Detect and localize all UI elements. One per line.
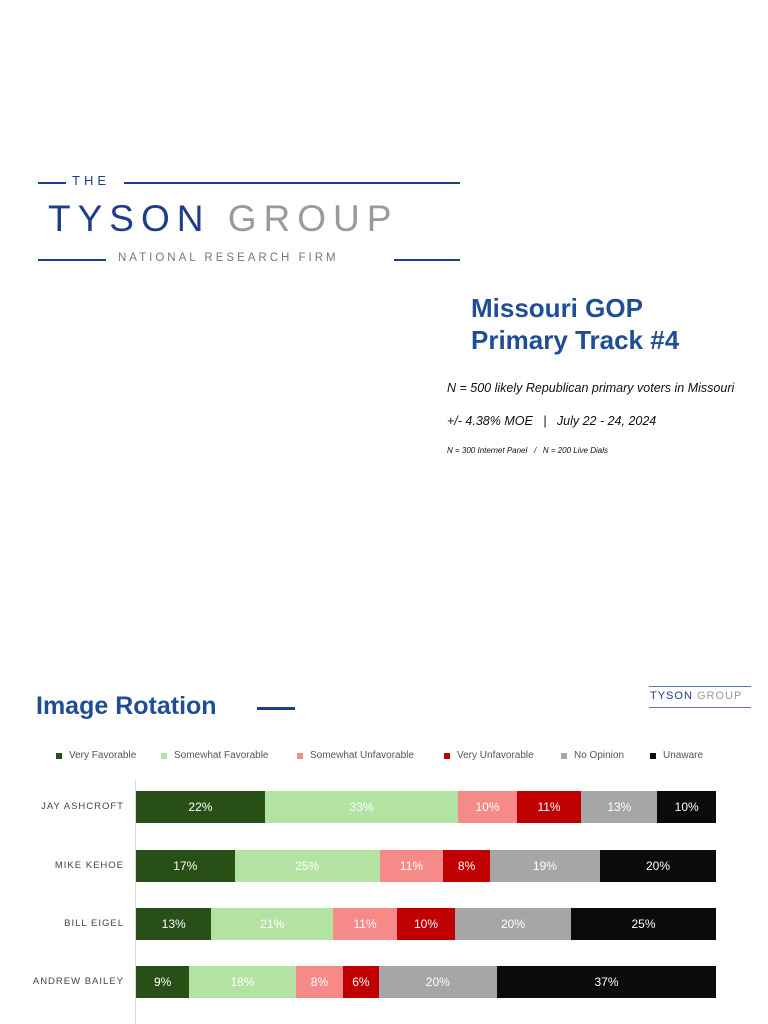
- bar-segment-somewhat-favorable: 18%: [189, 966, 296, 998]
- category-label: BILL EIGEL: [64, 918, 124, 929]
- legend-label: Unaware: [663, 750, 704, 761]
- small-logo-name-tyson: TYSON: [650, 690, 693, 702]
- bar-segment-somewhat-favorable: 21%: [211, 908, 334, 940]
- bar-segment-very-unfavorable: 6%: [343, 966, 379, 998]
- slide-title: Image Rotation: [36, 692, 217, 720]
- bar-segment-somewhat-favorable: 25%: [234, 850, 380, 882]
- legend-swatch: [56, 752, 62, 759]
- legend-label: Very Favorable: [69, 750, 137, 761]
- legend-item-somewhat-unfavorable: Somewhat Unfavorable: [297, 750, 414, 761]
- legend-item-very-favorable: Very Favorable: [56, 750, 136, 761]
- logo-rule-bottom-right: [394, 259, 460, 261]
- logo-rule-bottom-left: [38, 259, 106, 261]
- legend-label: No Opinion: [574, 750, 625, 761]
- bar-segment-no-opinion: 20%: [378, 966, 497, 998]
- legend-item-unaware: Unaware: [650, 750, 703, 761]
- bar-segment-unaware: 37%: [497, 966, 716, 998]
- title-accent-rule: [257, 707, 295, 710]
- logo-wordmark: TYSON GROUP: [48, 198, 398, 240]
- legend-swatch: [444, 752, 450, 759]
- bar-segment-unaware: 25%: [571, 908, 716, 940]
- logo-name-tyson: TYSON: [48, 198, 211, 239]
- cover-sample: N = 500 likely Republican primary voters…: [447, 381, 735, 395]
- bar-segment-very-unfavorable: 11%: [516, 791, 582, 823]
- small-logo-rule-top: [649, 686, 751, 687]
- logo-name-group: GROUP: [227, 198, 399, 239]
- bar-segment-very-favorable: 22%: [136, 791, 265, 823]
- legend-label: Very Unfavorable: [457, 750, 534, 761]
- small-logo-rule-bottom: [649, 707, 751, 708]
- legend-swatch: [650, 752, 656, 759]
- bar-segment-somewhat-unfavorable: 8%: [295, 966, 344, 998]
- cover-title-line1: Missouri GOP: [471, 293, 643, 323]
- bar-segment-unaware: 20%: [600, 850, 716, 882]
- cover-modes: N = 300 Internet Panel / N = 200 Live Di…: [447, 446, 608, 455]
- legend-item-somewhat-favorable: Somewhat Favorable: [161, 750, 269, 761]
- bar-segment-very-favorable: 9%: [136, 966, 190, 998]
- logo-rule-top-right: [124, 182, 460, 184]
- legend-label: Somewhat Unfavorable: [310, 750, 414, 761]
- tyson-group-logo: THE TYSON GROUP NATIONAL RESEARCH FIRM: [38, 170, 460, 270]
- bar-segment-very-unfavorable: 10%: [397, 908, 455, 940]
- legend-swatch: [561, 752, 567, 759]
- bar-segment-very-favorable: 17%: [136, 850, 235, 882]
- bar-segment-very-favorable: 13%: [136, 908, 212, 940]
- legend-swatch: [161, 752, 167, 759]
- bar-segment-somewhat-unfavorable: 10%: [458, 791, 517, 823]
- bar-segment-somewhat-unfavorable: 11%: [379, 850, 444, 882]
- bar-segment-no-opinion: 20%: [455, 908, 571, 940]
- stacked-bar-chart: JAY ASHCROFT 22% 33% 10% 11% 13% 10% MIKE KEHOE…: [0, 780, 768, 1024]
- chart-axis-line: [135, 780, 136, 1024]
- legend-label: Somewhat Favorable: [174, 750, 269, 761]
- bar-segment-somewhat-favorable: 33%: [264, 791, 459, 823]
- tyson-group-logo-small: TYSON GROUP: [647, 684, 753, 710]
- category-label: JAY ASHCROFT: [41, 801, 124, 812]
- bar-segment-no-opinion: 19%: [489, 850, 600, 882]
- cover-title-line2: Primary Track #4: [471, 325, 680, 355]
- category-label: MIKE KEHOE: [54, 860, 124, 871]
- logo-the: THE: [72, 173, 110, 188]
- logo-subtitle: NATIONAL RESEARCH FIRM: [118, 252, 339, 264]
- legend-item-very-unfavorable: Very Unfavorable: [444, 750, 534, 761]
- bar-segment-somewhat-unfavorable: 11%: [333, 908, 397, 940]
- bar-segment-unaware: 10%: [657, 791, 716, 823]
- small-logo-wordmark: TYSON GROUP: [650, 690, 742, 702]
- logo-rule-top-left: [38, 182, 66, 184]
- bar-segment-no-opinion: 13%: [581, 791, 658, 823]
- legend-item-no-opinion: No Opinion: [561, 750, 624, 761]
- legend-swatch: [297, 752, 303, 759]
- cover-moe-dates: +/- 4.38% MOE | July 22 - 24, 2024: [447, 414, 657, 428]
- bar-segment-very-unfavorable: 8%: [443, 850, 490, 882]
- small-logo-name-group: GROUP: [696, 690, 743, 702]
- cover-title: Missouri GOP Primary Track #4: [471, 292, 679, 356]
- category-label: ANDREW BAILEY: [32, 976, 124, 987]
